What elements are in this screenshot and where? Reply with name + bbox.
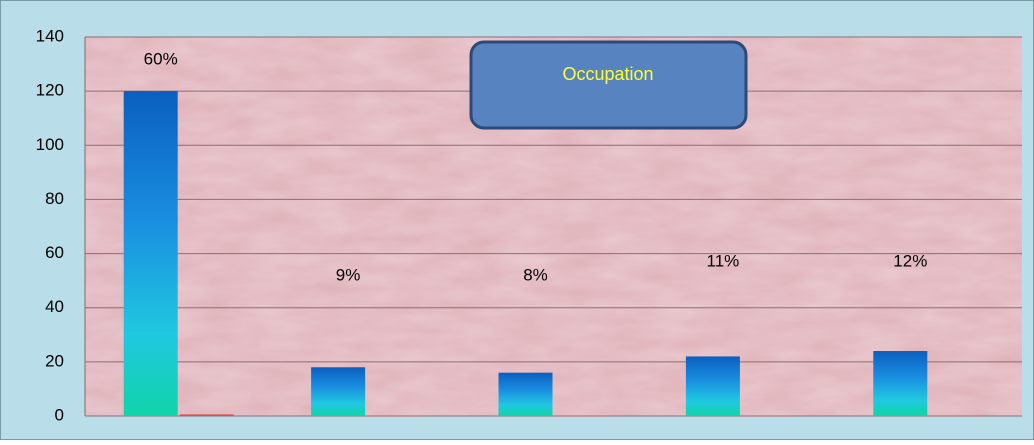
title-box [469,40,748,130]
bar [554,415,609,417]
bar [498,372,553,416]
bar [123,91,178,417]
bar [741,415,796,417]
y-tick-label: 20 [45,351,64,370]
data-label: 11% [707,251,740,270]
y-tick-label: 60 [45,243,64,262]
bar [929,415,984,417]
bar [873,351,928,416]
y-tick-label: 0 [55,405,64,424]
y-tick-label: 80 [45,189,64,208]
data-label: 60% [144,49,178,68]
y-tick-label: 140 [36,26,64,45]
bar [179,414,234,416]
bar [685,356,740,416]
bar [367,415,422,417]
y-tick-label: 40 [45,297,64,316]
y-tick-label: 120 [36,81,64,100]
data-label: 12% [893,251,927,270]
data-label: 8% [523,265,548,284]
bar [311,367,366,416]
y-tick-label: 100 [36,135,64,154]
data-label: 9% [336,265,361,284]
chart-title: Occupation [562,64,653,84]
